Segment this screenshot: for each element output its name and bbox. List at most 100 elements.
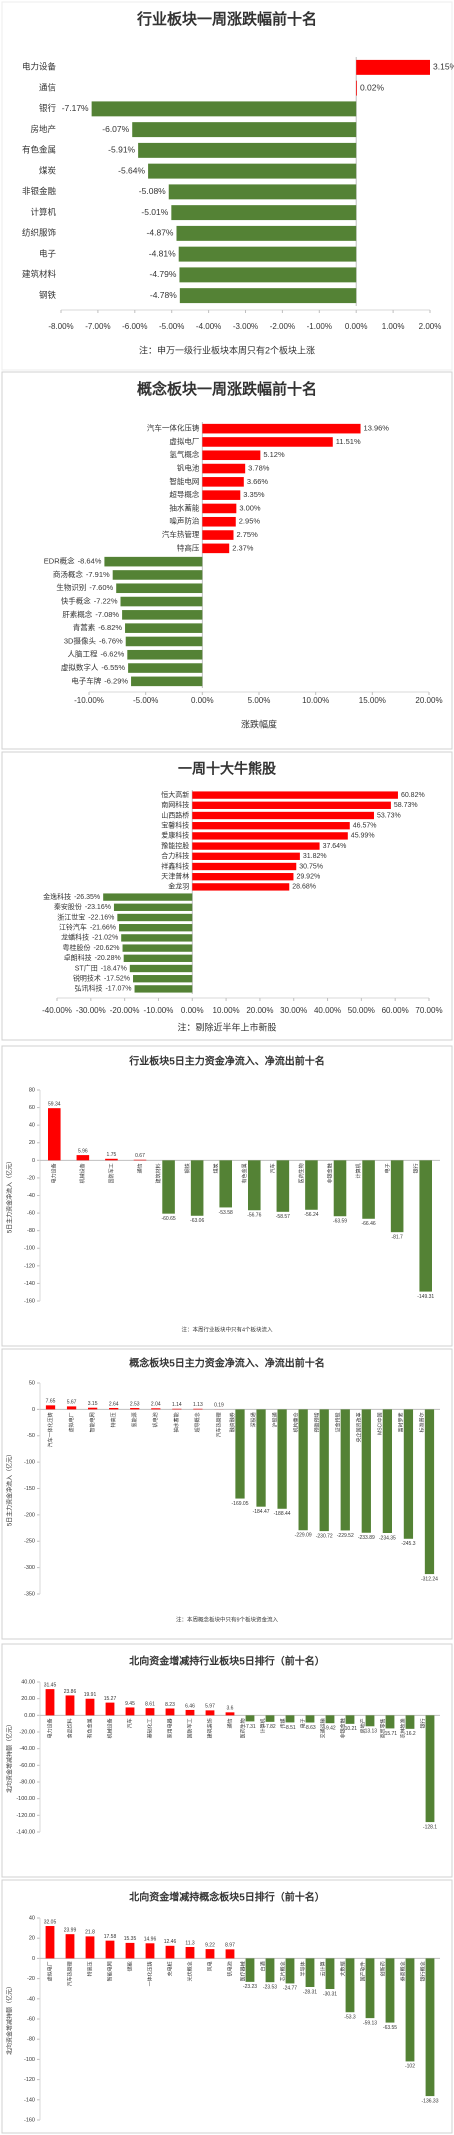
bar — [424, 1409, 435, 1575]
category-label: 汽车一体化压铸 — [147, 423, 200, 433]
bar — [117, 913, 193, 922]
bar — [168, 184, 357, 200]
value-label: 37.64% — [323, 843, 347, 850]
value-label: 11.51% — [336, 437, 361, 446]
value-label: 2.37% — [232, 543, 254, 552]
category-label: 银行概念 — [420, 1961, 427, 1981]
y-tick-label: -150 — [24, 1486, 35, 1492]
value-label: -4.78% — [150, 290, 177, 300]
category-label: 沪股通 — [271, 1412, 278, 1427]
category-label: 光伏概念 — [186, 1961, 193, 1981]
value-label: 60.82% — [401, 792, 425, 799]
bar — [65, 1695, 75, 1716]
category-label: 计算机 — [260, 1718, 267, 1733]
category-label: 建筑材料 — [22, 269, 57, 279]
x-tick-label: -40.00% — [42, 1006, 72, 1015]
category-label: 煤炭 — [212, 1163, 219, 1173]
category-label: 钒电池 — [177, 463, 200, 473]
value-label: -13.13 — [363, 1729, 377, 1735]
category-label: 通信 — [226, 1718, 233, 1728]
category-label: 深股通 — [250, 1412, 257, 1427]
bar — [325, 1958, 335, 1990]
value-label: 3.15% — [433, 62, 454, 72]
category-label: 祥鑫科技 — [161, 861, 189, 870]
bar — [151, 1408, 161, 1410]
value-label: -58.57 — [276, 1214, 290, 1220]
category-label: 农林牧渔 — [400, 1718, 407, 1738]
value-label: 2.64 — [109, 1401, 119, 1407]
category-label: 煤炭 — [39, 165, 57, 175]
category-label: 抽水蓄能 — [173, 1412, 180, 1432]
bar — [333, 1160, 347, 1217]
x-tick-label: -8.00% — [48, 322, 73, 331]
bar — [345, 1958, 355, 2013]
y-tick-label: -20.00 — [19, 1729, 35, 1735]
category-label: 大数据 — [340, 1961, 347, 1976]
value-label: 3.15 — [88, 1401, 98, 1407]
y-tick-label: -100 — [24, 1246, 35, 1252]
bar — [145, 1708, 155, 1716]
value-label: -184.47 — [253, 1509, 270, 1515]
value-label: -8.64% — [78, 557, 102, 566]
bar — [133, 1159, 147, 1161]
bar — [202, 450, 261, 461]
value-label: 45.99% — [351, 833, 375, 840]
x-tick-label: -10.00% — [74, 696, 104, 705]
bar — [235, 1409, 245, 1499]
category-label: 融资融券 — [229, 1412, 236, 1432]
y-tick-label: 0.00 — [24, 1713, 35, 1719]
bar — [48, 1108, 61, 1161]
panel — [1, 371, 453, 750]
category-label: 预盈预增 — [313, 1412, 320, 1432]
value-label: 17.58 — [104, 1934, 117, 1940]
bar — [265, 1715, 275, 1722]
bar — [178, 246, 357, 262]
bar — [202, 463, 246, 474]
y-tick-label: -80.00 — [19, 1779, 35, 1785]
value-label: -5.91% — [108, 145, 135, 155]
x-tick-label: 20.00% — [246, 1006, 273, 1015]
x-tick-label: 10.00% — [213, 1006, 240, 1015]
value-label: 3.00% — [239, 503, 261, 512]
category-label: 房地产 — [30, 124, 56, 134]
bar — [192, 801, 391, 809]
y-tick-label: -160 — [24, 2117, 35, 2123]
y-tick-label: -200 — [24, 1512, 35, 1518]
bar — [361, 1409, 371, 1533]
value-label: -4.79% — [150, 269, 177, 279]
bar — [125, 623, 203, 633]
category-label: 家用电器 — [166, 1718, 173, 1738]
value-label: -59.13 — [363, 2020, 377, 2026]
x-tick-label: 2.00% — [419, 322, 442, 331]
value-label: -230.72 — [316, 1533, 333, 1539]
category-label: 浙江世宝 — [57, 912, 85, 921]
bar — [105, 1158, 118, 1161]
bar — [202, 477, 244, 487]
x-tick-label: -6.00% — [122, 322, 147, 331]
value-label: 8.97 — [225, 1943, 235, 1949]
y-tick-label: -100 — [24, 2057, 35, 2063]
value-label: -7.22% — [94, 597, 118, 606]
x-tick-label: -10.00% — [144, 1006, 174, 1015]
category-label: 汽车热管理 — [162, 529, 200, 539]
bar — [382, 1409, 392, 1533]
bar — [202, 543, 230, 554]
x-tick-label: -30.00% — [76, 1006, 106, 1015]
category-label: 医药生物 — [240, 1718, 247, 1738]
value-label: 46.57% — [353, 823, 377, 830]
y-tick-label: 60 — [29, 1105, 35, 1111]
value-label: -23.16% — [85, 904, 111, 911]
category-label: 储能 — [126, 1961, 133, 1971]
bar — [148, 163, 357, 179]
category-label: 钢铁 — [39, 290, 57, 300]
category-label: 智能电网 — [169, 476, 199, 486]
value-label: 12.46 — [164, 1939, 177, 1945]
bar — [113, 903, 193, 911]
x-tick-label: 10.00% — [302, 696, 329, 705]
bar — [131, 676, 203, 687]
category-label: 电力设备 — [51, 1163, 58, 1183]
x-tick-label: 0.00% — [191, 696, 214, 705]
value-label: 3.35% — [243, 490, 265, 499]
category-label: 芯片概念 — [280, 1961, 287, 1981]
category-label: 国防军工 — [186, 1718, 193, 1738]
